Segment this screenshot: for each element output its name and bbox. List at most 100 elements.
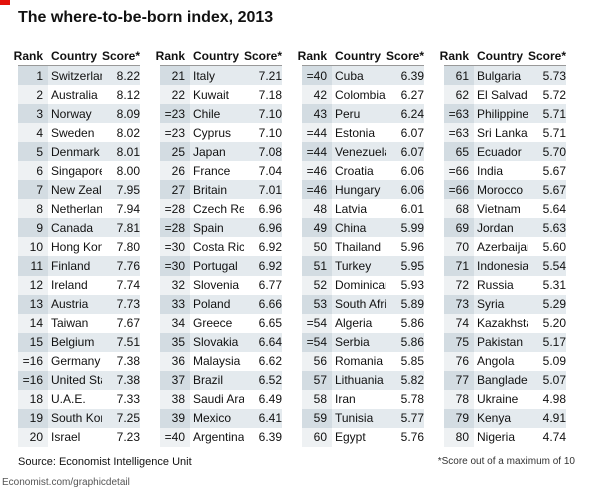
rank-cell: 73 bbox=[444, 294, 474, 314]
column-header: Country bbox=[477, 49, 523, 63]
table-row: 36 Malaysia 6.62 bbox=[160, 351, 282, 371]
country-cell: Brazil bbox=[193, 373, 224, 388]
score-cell: 5.67 bbox=[542, 182, 566, 197]
table-row: 42 Colombia 6.27 bbox=[302, 85, 424, 105]
table-row: 33 Poland 6.66 bbox=[160, 294, 282, 314]
score-cell: 5.63 bbox=[542, 220, 566, 235]
table-row: 5 Denmark 8.01 bbox=[18, 142, 140, 162]
score-cell: 6.06 bbox=[400, 163, 424, 178]
header-row: Rank Country Score* bbox=[440, 47, 567, 66]
score-cell: 5.64 bbox=[542, 201, 566, 216]
rank-cell: =46 bbox=[302, 161, 332, 181]
country-cell: Colombia bbox=[335, 87, 386, 102]
rank-cell: 34 bbox=[160, 313, 190, 333]
column-header: Country bbox=[335, 49, 381, 63]
table-row: 8Netherlands 7.94 bbox=[18, 199, 140, 219]
country-cell: Syria bbox=[477, 297, 505, 312]
table-row: =54 Serbia 5.86 bbox=[302, 332, 424, 352]
country-cell: Japan bbox=[193, 144, 226, 159]
rank-cell: 53 bbox=[302, 294, 332, 314]
country-cell: Slovenia bbox=[193, 278, 240, 293]
country-cell: Argentina bbox=[193, 430, 244, 445]
table-row: 21 Italy 7.21 bbox=[160, 66, 282, 86]
source: Source: Economist Intelligence Unit bbox=[18, 456, 192, 468]
score-cell: 6.41 bbox=[258, 411, 282, 426]
table-row: 57 Lithuania 5.82 bbox=[302, 370, 424, 390]
table-row: 70Azerbaijan 5.60 bbox=[444, 237, 566, 257]
table-row: 48 Latvia 6.01 bbox=[302, 199, 424, 219]
rank-cell: 68 bbox=[444, 199, 474, 219]
score-cell: 7.38 bbox=[116, 354, 140, 369]
table-row: 35 Slovakia 6.64 bbox=[160, 332, 282, 352]
table-row: 73 Syria 5.29 bbox=[444, 294, 566, 314]
url: Economist.com/graphicdetail bbox=[2, 477, 130, 488]
country-cell: South Africa bbox=[335, 297, 386, 312]
country-cell: Jordan bbox=[477, 220, 514, 235]
rank-cell: 52 bbox=[302, 275, 332, 295]
country-cell: Portugal bbox=[193, 258, 238, 273]
header-row: Rank Country Score* bbox=[14, 47, 140, 66]
table-row: =66 India 5.67 bbox=[444, 161, 566, 181]
rank-cell: 62 bbox=[444, 85, 474, 105]
score-cell: 5.70 bbox=[542, 144, 566, 159]
rank-cell: =63 bbox=[444, 123, 474, 143]
score-cell: 5.17 bbox=[542, 335, 566, 350]
column-header: Country bbox=[51, 49, 97, 63]
table-row: =30 Portugal 6.92 bbox=[160, 256, 282, 276]
table-row: =66 Morocco 5.67 bbox=[444, 180, 566, 200]
score-cell: 5.99 bbox=[400, 220, 424, 235]
table-row: 4 Sweden 8.02 bbox=[18, 123, 140, 143]
table-row: 43 Peru 6.24 bbox=[302, 104, 424, 124]
score-cell: 5.86 bbox=[400, 316, 424, 331]
score-cell: 6.39 bbox=[400, 68, 424, 83]
rank-cell: =28 bbox=[160, 218, 190, 238]
score-cell: 6.66 bbox=[258, 297, 282, 312]
score-cell: 5.86 bbox=[400, 335, 424, 350]
table-row: =28 Spain 6.96 bbox=[160, 218, 282, 238]
score-cell: 7.18 bbox=[258, 87, 282, 102]
score-cell: 5.67 bbox=[542, 163, 566, 178]
table-row: 1Switzerland 8.22 bbox=[18, 66, 140, 86]
rank-cell: 37 bbox=[160, 370, 190, 390]
country-cell: Germany bbox=[51, 354, 101, 369]
rank-cell: 13 bbox=[18, 294, 48, 314]
rank-cell: 65 bbox=[444, 142, 474, 162]
score-cell: 7.04 bbox=[258, 163, 282, 178]
table-row: 76 Angola 5.09 bbox=[444, 351, 566, 371]
column-header: Score* bbox=[528, 49, 567, 63]
rank-cell: =16 bbox=[18, 351, 48, 371]
country-cell: Estonia bbox=[335, 125, 376, 140]
country-cell: Philippines bbox=[477, 106, 528, 121]
table-row: 79 Kenya 4.91 bbox=[444, 408, 566, 428]
table-row: 56 Romania 5.85 bbox=[302, 351, 424, 371]
table-row: 71 Indonesia 5.54 bbox=[444, 256, 566, 276]
country-cell: Netherlands bbox=[51, 201, 102, 216]
country-cell: El Salvador bbox=[477, 87, 528, 102]
table-row: 27 Britain 7.01 bbox=[160, 180, 282, 200]
score-cell: 5.96 bbox=[400, 239, 424, 254]
rank-cell: 15 bbox=[18, 332, 48, 352]
score-cell: 6.39 bbox=[258, 430, 282, 445]
country-cell: Croatia bbox=[335, 163, 374, 178]
table-row: 77Bangladesh 5.07 bbox=[444, 370, 566, 390]
rank-cell: 7 bbox=[18, 180, 48, 200]
table-row: 58 Iran 5.78 bbox=[302, 389, 424, 409]
table-row: 50 Thailand 5.96 bbox=[302, 237, 424, 257]
country-cell: Iran bbox=[335, 392, 356, 407]
table-row: =63 Sri Lanka 5.71 bbox=[444, 123, 566, 143]
score-cell: 6.62 bbox=[258, 354, 282, 369]
score-cell: 7.33 bbox=[116, 392, 140, 407]
table-row: 80 Nigeria 4.74 bbox=[444, 427, 566, 447]
table-row: =40 Argentina 6.39 bbox=[160, 427, 282, 447]
table-row: 39 Mexico 6.41 bbox=[160, 408, 282, 428]
country-cell: Israel bbox=[51, 430, 81, 445]
column-header: Score* bbox=[244, 49, 283, 63]
country-cell: Egypt bbox=[335, 430, 366, 445]
score-cell: 5.77 bbox=[400, 411, 424, 426]
column-header: Score* bbox=[386, 49, 425, 63]
score-cell: 5.72 bbox=[542, 87, 566, 102]
